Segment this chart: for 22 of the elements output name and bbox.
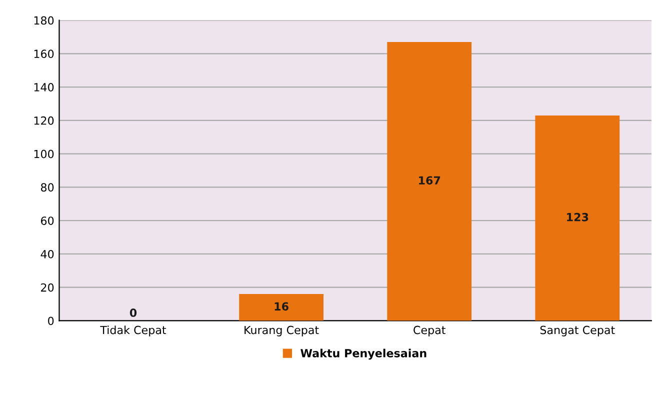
bar (535, 115, 620, 321)
y-tick-label: 160 (34, 50, 54, 58)
bar (387, 42, 472, 321)
data-label: 16 (274, 302, 288, 311)
y-tick-label: 80 (40, 183, 54, 192)
y-tick-label: 140 (34, 83, 54, 92)
y-tick-label: 20 (41, 283, 54, 292)
data-label: 0 (130, 308, 137, 317)
legend-label: Waktu Penyelesaian (300, 348, 426, 360)
y-tick-label: 100 (34, 150, 54, 158)
data-label: 167 (419, 176, 440, 185)
x-tick-label: Tidak Cepat (100, 326, 166, 336)
data-label: 123 (567, 212, 588, 222)
x-tick-label: Kurang Cepat (244, 326, 319, 336)
y-tick-label: 120 (34, 116, 54, 125)
y-tick-label: 0 (48, 316, 54, 326)
x-tick-label: Cepat (414, 326, 446, 336)
y-tick-label: 40 (40, 250, 54, 258)
y-tick-label: 180 (34, 16, 54, 25)
x-tick-label: Sangat Cepat (540, 326, 615, 336)
bar (239, 294, 324, 321)
y-tick-label: 60 (40, 216, 54, 225)
